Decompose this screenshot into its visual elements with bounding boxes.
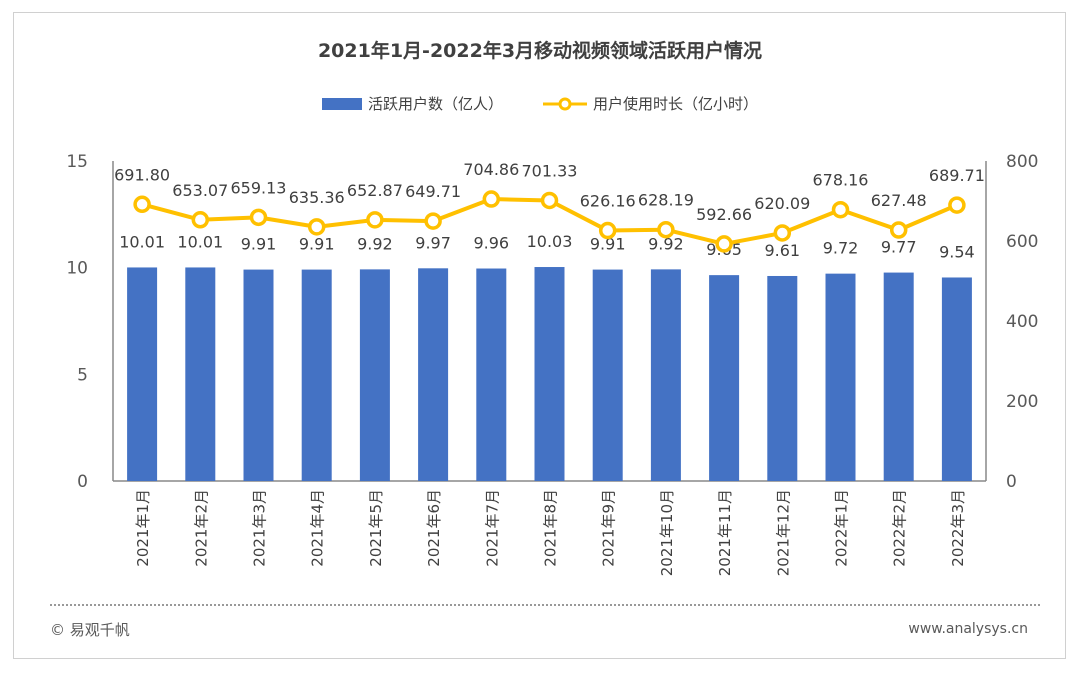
legend-item-bar: 活跃用户数（亿人）	[321, 93, 503, 114]
bar	[476, 268, 507, 481]
bar	[650, 269, 681, 481]
y-right-tick-label: 800	[1006, 152, 1038, 172]
line-point	[889, 221, 908, 239]
bar	[185, 267, 216, 481]
bar	[243, 269, 274, 481]
x-tick-label: 2021年4月	[309, 489, 327, 567]
x-tick-label: 2021年1月	[134, 489, 152, 567]
chart-frame	[13, 12, 1066, 659]
line-point	[482, 190, 501, 208]
line-data-label: 691.80	[114, 165, 170, 184]
bar-data-label: 10.01	[177, 232, 223, 251]
line-data-label: 704.86	[463, 160, 519, 179]
bar-data-label: 10.01	[119, 232, 165, 251]
legend-item-line: 用户使用时长（亿小时）	[543, 93, 758, 114]
line-data-label: 701.33	[522, 161, 578, 180]
line-point	[191, 211, 210, 229]
line-data-label: 620.09	[754, 194, 810, 213]
line-point	[424, 212, 442, 230]
line-data-label: 678.16	[813, 171, 869, 190]
line-point	[133, 195, 151, 214]
x-tick-label: 2021年3月	[251, 489, 269, 567]
line-data-label: 659.13	[231, 178, 287, 197]
line-data-label: 635.36	[289, 188, 345, 207]
bar	[825, 273, 856, 481]
line-data-label: 628.19	[638, 191, 694, 210]
bar	[767, 275, 798, 481]
line-data-label: 653.07	[172, 181, 228, 200]
bar	[127, 267, 158, 481]
legend-line-swatch	[543, 97, 587, 110]
bar-data-label: 9.97	[415, 233, 451, 252]
line-point	[948, 196, 966, 214]
bar-data-label: 9.77	[881, 238, 917, 257]
x-tick-label: 2021年7月	[483, 489, 501, 567]
x-tick-label: 2022年3月	[949, 489, 967, 567]
x-tick-label: 2021年8月	[542, 489, 560, 567]
bar	[941, 277, 972, 481]
y-left-tick-label: 0	[77, 472, 88, 492]
line-data-label: 652.87	[347, 181, 403, 200]
y-left-tick-label: 5	[77, 365, 88, 385]
line-point	[366, 211, 384, 229]
line-data-label: 627.48	[871, 191, 927, 210]
bar-data-label: 9.61	[764, 241, 800, 260]
legend-bar-swatch	[321, 97, 362, 110]
bar-data-label: 9.92	[357, 234, 393, 253]
bar	[883, 272, 914, 481]
bar	[301, 269, 332, 481]
site-url: www.analysys.cn	[908, 621, 1028, 637]
chart-title: 2021年1月-2022年3月移动视频领域活跃用户情况	[317, 40, 763, 62]
bar-data-label: 9.54	[939, 242, 975, 261]
legend-label: 活跃用户数（亿人）	[367, 95, 503, 113]
x-tick-label: 2021年9月	[600, 489, 618, 567]
line-point	[773, 224, 792, 242]
bar-data-label: 10.03	[527, 232, 573, 251]
bar	[709, 275, 740, 481]
bar	[418, 268, 449, 481]
legend-label: 用户使用时长（亿小时）	[593, 95, 759, 113]
line-point	[657, 220, 675, 239]
y-right-tick-label: 0	[1006, 472, 1017, 492]
x-tick-label: 2022年1月	[833, 489, 851, 567]
x-tick-label: 2021年11月	[716, 489, 734, 576]
y-right-tick-label: 200	[1006, 392, 1038, 412]
x-tick-label: 2021年10月	[658, 489, 676, 576]
line-data-label: 689.71	[929, 166, 985, 185]
y-right-tick-label: 400	[1006, 312, 1038, 332]
bar-data-label: 9.92	[648, 234, 684, 253]
x-tick-label: 2021年6月	[425, 489, 443, 567]
line-point	[598, 221, 617, 240]
y-left-tick-label: 15	[66, 152, 88, 172]
line-point	[540, 191, 559, 210]
bar	[534, 267, 565, 481]
bar-data-label: 9.96	[473, 234, 509, 253]
copyright: © 易观千帆	[50, 621, 130, 639]
y-right-tick-label: 600	[1006, 232, 1038, 252]
y-left-tick-label: 10	[66, 259, 88, 279]
bar	[592, 269, 623, 481]
bar	[359, 269, 390, 481]
line-point	[831, 200, 850, 219]
bar-data-label: 9.91	[299, 235, 335, 254]
line-data-label: 626.16	[580, 192, 636, 211]
line-data-label: 592.66	[696, 205, 752, 224]
line-data-label: 649.71	[405, 182, 461, 201]
x-tick-label: 2021年2月	[192, 489, 210, 567]
x-tick-label: 2021年12月	[774, 489, 792, 576]
line-point	[715, 235, 733, 253]
x-tick-label: 2021年5月	[367, 489, 385, 567]
x-tick-label: 2022年2月	[891, 489, 909, 567]
bar-data-label: 9.91	[241, 235, 277, 254]
footer-divider	[50, 604, 1040, 606]
bar-data-label: 9.91	[590, 235, 626, 254]
bar-data-label: 9.72	[823, 239, 859, 258]
line-point	[249, 208, 268, 227]
legend: 活跃用户数（亿人） 用户使用时长（亿小时）	[0, 93, 1080, 114]
line-point	[307, 218, 326, 236]
